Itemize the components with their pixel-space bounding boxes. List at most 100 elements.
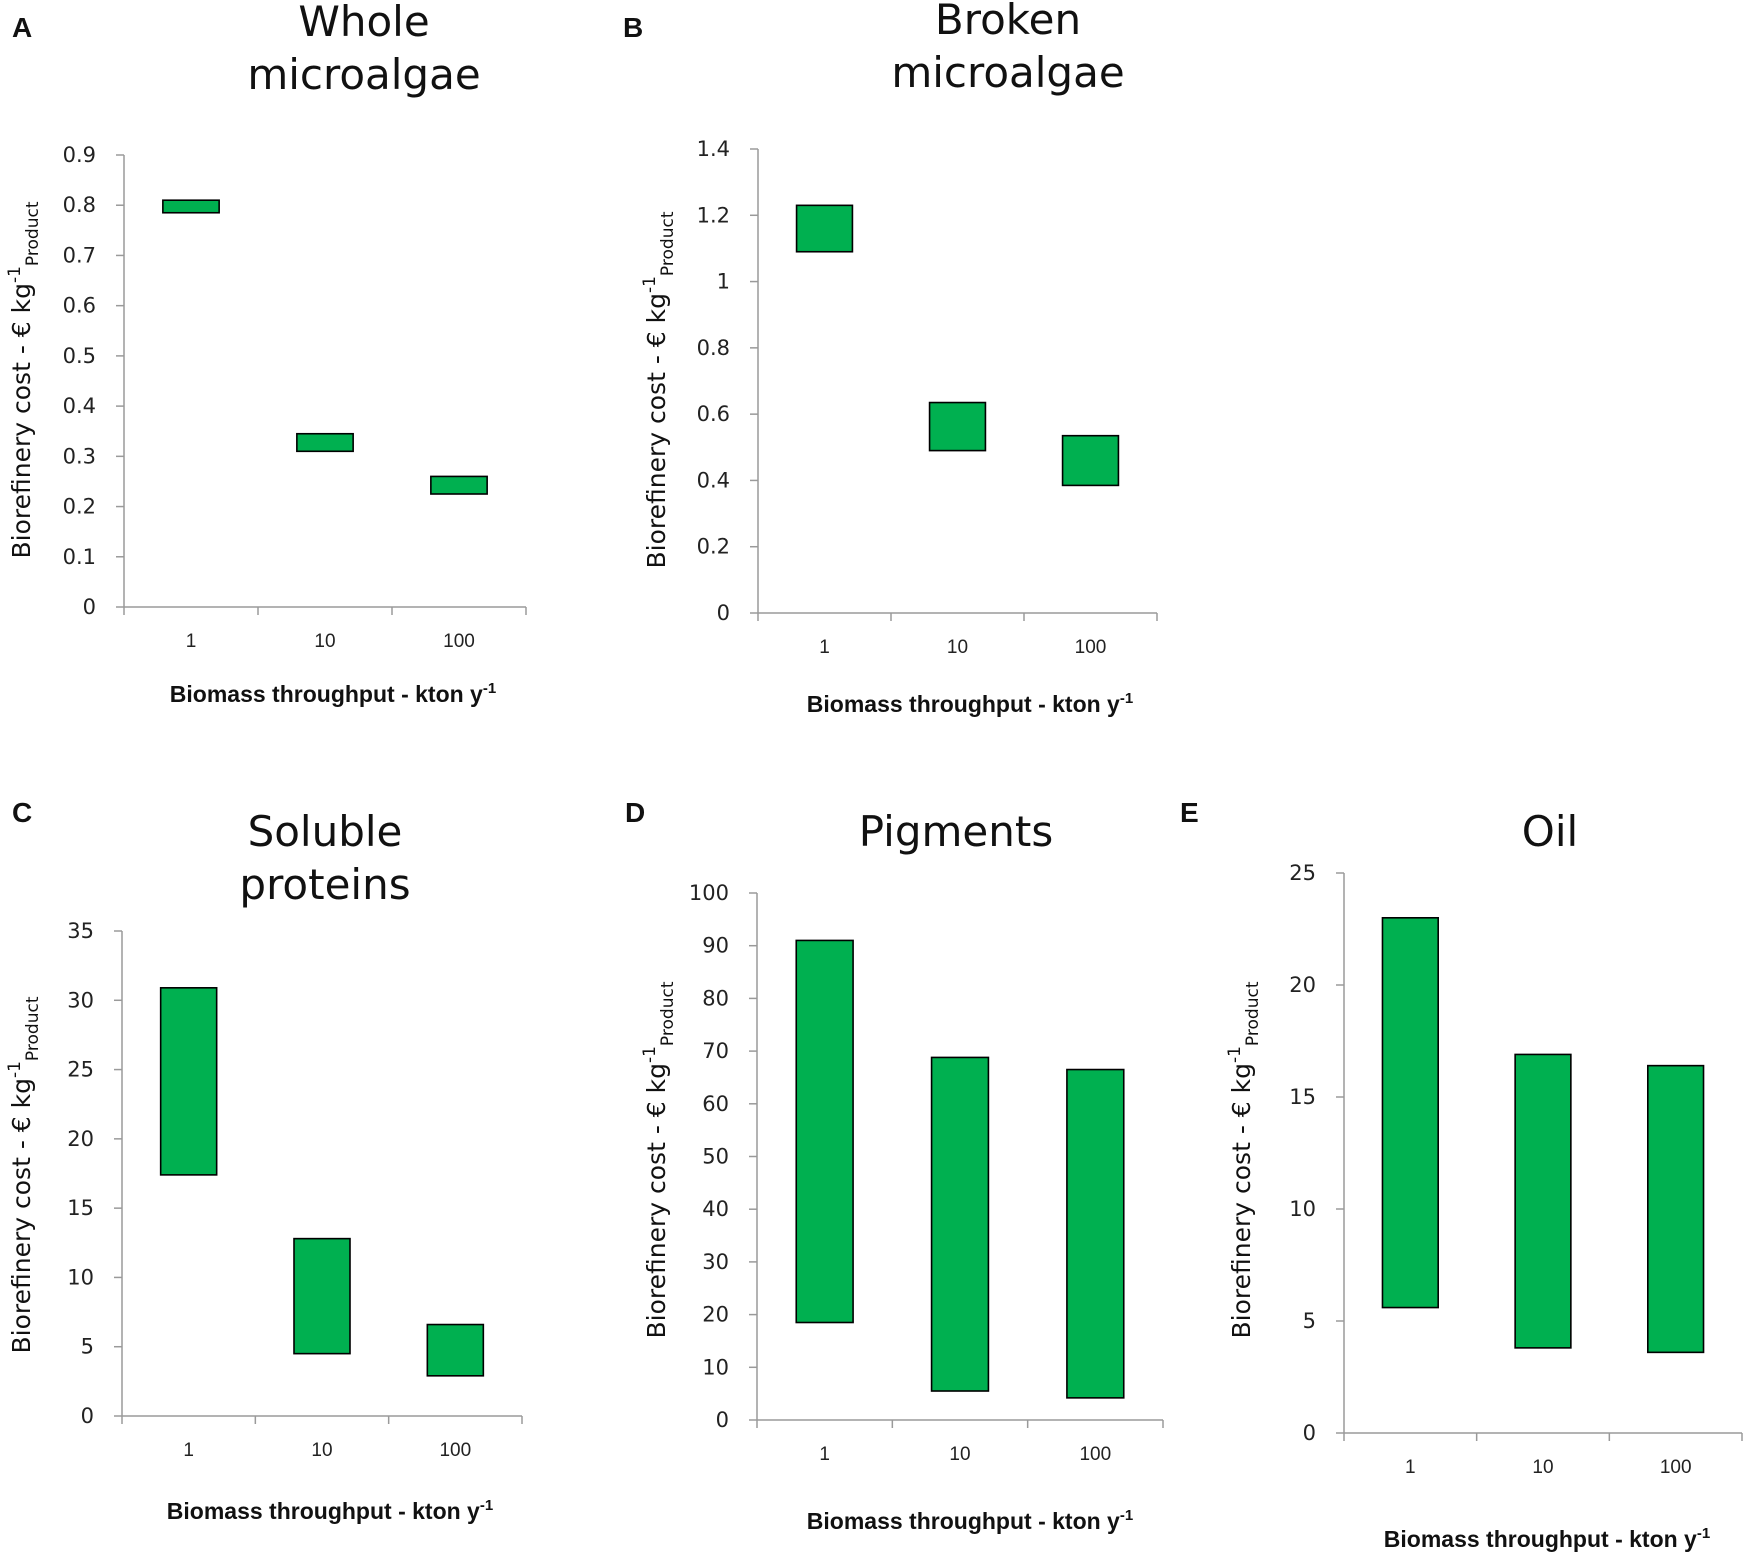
y-tick-label: 0.2 — [697, 535, 730, 559]
y-axis-label-sup: -1 — [640, 1046, 660, 1063]
x-tick-label: 1 — [819, 637, 830, 658]
y-axis-label-sub: Product — [658, 981, 678, 1046]
range-bar-100 — [1647, 1064, 1705, 1354]
y-tick-label: 0 — [83, 595, 96, 619]
y-tick-label: 30 — [67, 988, 94, 1012]
y-tick-label: 10 — [67, 1265, 94, 1289]
chart-title-line: Whole — [298, 0, 429, 46]
chart-title-line: proteins — [239, 860, 410, 909]
y-axis-label-sub: Product — [23, 996, 43, 1061]
chart-panel-e: E Oil 0 5 10 15 20 25 1 10 100 Biomass throughput -… — [1180, 797, 1743, 1552]
x-tick-label: 10 — [947, 637, 968, 658]
y-tick-label: 0 — [717, 601, 730, 625]
x-axis-label-main: Biomass throughput - kton y — [807, 691, 1120, 717]
range-bar-100 — [426, 1323, 485, 1377]
x-tick-label: 1 — [819, 1444, 830, 1465]
x-tick-label: 10 — [949, 1444, 970, 1465]
x-tick-label: 1 — [183, 1440, 194, 1461]
x-axis-label-sup: -1 — [480, 1497, 493, 1514]
y-tick-label: 30 — [702, 1250, 729, 1274]
x-tick-label: 1 — [186, 631, 197, 652]
y-tick-label: 0 — [81, 1404, 94, 1428]
x-axis-label-sup: -1 — [1697, 1525, 1710, 1542]
x-axis-label-main: Biomass throughput - kton y — [1384, 1526, 1697, 1552]
x-tick-label: 10 — [1532, 1457, 1553, 1478]
range-bar-1 — [162, 199, 220, 214]
panel-letter: C — [12, 797, 32, 828]
y-tick-label: 15 — [1289, 1085, 1316, 1109]
range-bar-100 — [1061, 434, 1120, 487]
y-tick-label: 0.2 — [63, 495, 96, 519]
y-tick-label: 0.3 — [63, 444, 96, 468]
y-tick-label: 0 — [716, 1408, 729, 1432]
x-axis-label: Biomass throughput - kton y-1 — [1384, 1525, 1710, 1552]
y-tick-label: 1.4 — [697, 137, 730, 161]
x-tick-label: 10 — [314, 631, 335, 652]
y-axis-label: Biorefinery cost - € kg-1Product — [5, 996, 43, 1353]
y-axis-label-main: Biorefinery cost - € kg — [642, 1063, 671, 1338]
y-tick-label: 60 — [702, 1092, 729, 1116]
y-tick-label: 40 — [702, 1197, 729, 1221]
range-bar-10 — [930, 1056, 990, 1392]
chart-title-line: microalgae — [891, 48, 1124, 97]
y-tick-label: 90 — [702, 934, 729, 958]
y-axis-label-sup: -1 — [640, 276, 660, 293]
range-bar-100 — [430, 475, 488, 495]
y-axis-label-main: Biorefinery cost - € kg — [7, 1078, 36, 1353]
y-axis-label-main: Biorefinery cost - € kg — [1227, 1063, 1256, 1338]
panel-letter: B — [623, 12, 643, 43]
y-tick-label: 1.2 — [697, 203, 730, 227]
y-axis-label-sup: -1 — [5, 266, 25, 283]
x-tick-label: 100 — [443, 631, 475, 652]
y-tick-label: 10 — [702, 1355, 729, 1379]
y-tick-label: 0.5 — [63, 344, 96, 368]
x-axis-label-sup: -1 — [1120, 1507, 1133, 1524]
y-tick-label: 70 — [702, 1039, 729, 1063]
y-axis-label: Biorefinery cost - € kg-1Product — [1225, 981, 1263, 1338]
panel-letter: D — [625, 797, 645, 828]
chart-title-line: Oil — [1522, 807, 1578, 856]
y-axis-label: Biorefinery cost - € kg-1Product — [640, 211, 678, 568]
y-tick-label: 25 — [67, 1058, 94, 1082]
y-tick-label: 0.7 — [63, 243, 96, 267]
y-tick-label: 0.4 — [63, 394, 96, 418]
y-tick-label: 20 — [1289, 973, 1316, 997]
x-axis-label-sup: -1 — [483, 680, 496, 697]
y-axis-label-sub: Product — [1243, 981, 1263, 1046]
y-tick-label: 0.8 — [63, 193, 96, 217]
y-tick-label: 25 — [1289, 861, 1316, 885]
y-axis-label: Biorefinery cost - € kg-1Product — [5, 201, 43, 558]
x-axis-label: Biomass throughput - kton y-1 — [167, 1497, 493, 1524]
y-axis-label-sup: -1 — [5, 1061, 25, 1078]
range-bar-1 — [795, 939, 854, 1324]
y-tick-label: 0.6 — [697, 402, 730, 426]
y-tick-label: 5 — [81, 1335, 94, 1359]
y-tick-label: 80 — [702, 986, 729, 1010]
y-axis-label-sup: -1 — [1225, 1046, 1245, 1063]
y-axis-label-main: Biorefinery cost - € kg — [7, 283, 36, 558]
y-axis-label-sub: Product — [23, 201, 43, 266]
y-tick-label: 20 — [702, 1303, 729, 1327]
y-tick-label: 1 — [717, 270, 730, 294]
y-tick-label: 0.9 — [63, 143, 96, 167]
range-bar-100 — [1066, 1068, 1125, 1399]
range-bar-1 — [159, 987, 218, 1176]
x-tick-label: 100 — [1660, 1457, 1692, 1478]
chart-title-line: Soluble — [248, 807, 403, 856]
x-tick-label: 100 — [1079, 1444, 1111, 1465]
range-bar-1 — [795, 204, 854, 253]
x-tick-label: 100 — [439, 1440, 471, 1461]
x-axis-label-main: Biomass throughput - kton y — [170, 681, 483, 707]
range-bar-10 — [293, 1237, 351, 1355]
y-tick-label: 0.1 — [63, 545, 96, 569]
y-tick-label: 15 — [67, 1196, 94, 1220]
y-axis-label-main: Biorefinery cost - € kg — [642, 293, 671, 568]
chart-title-line: Pigments — [859, 807, 1053, 856]
panel-letter: A — [12, 12, 32, 43]
y-tick-label: 10 — [1289, 1197, 1316, 1221]
x-tick-label: 100 — [1075, 637, 1107, 658]
x-axis-label: Biomass throughput - kton y-1 — [807, 1507, 1133, 1534]
